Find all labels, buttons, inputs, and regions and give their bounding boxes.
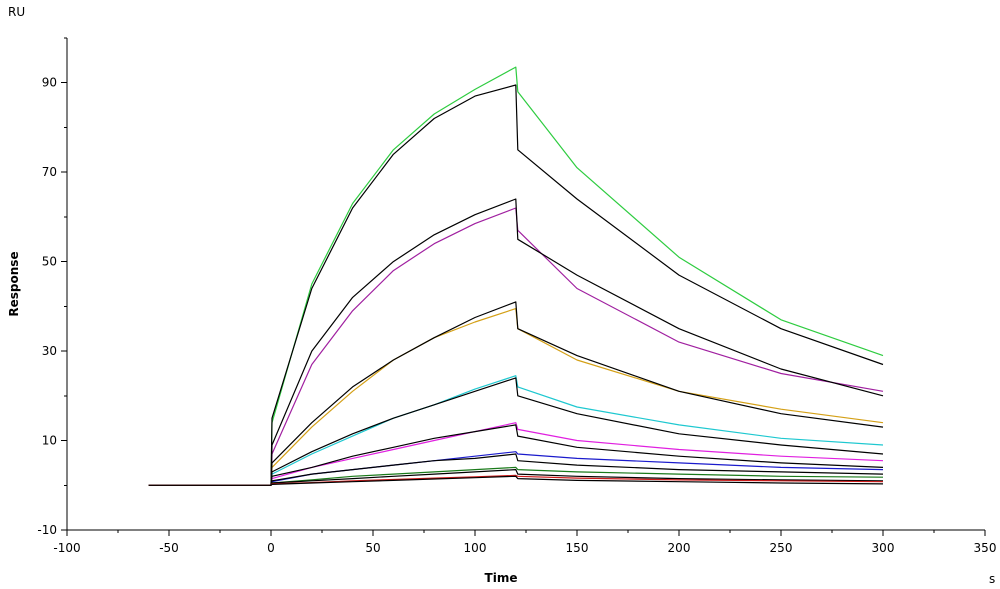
series-line (148, 422, 884, 486)
x-tick-label: 100 (464, 541, 487, 555)
x-unit-label: s (989, 572, 995, 586)
y-tick-label: 10 (42, 434, 57, 448)
series-line (148, 66, 884, 486)
series-line (148, 84, 884, 486)
x-tick-label: 200 (668, 541, 691, 555)
series-layer (148, 66, 884, 486)
x-tick-label: 250 (770, 541, 793, 555)
y-tick-label: 70 (42, 165, 57, 179)
series-line (148, 475, 884, 486)
series-line (148, 301, 884, 486)
y-unit-label: RU (8, 5, 25, 19)
y-tick-label: 90 (42, 76, 57, 90)
y-ticks: -10 10 30 50 70 90 (37, 37, 67, 537)
series-line (148, 375, 884, 486)
y-tick-label: -10 (37, 523, 57, 537)
x-axis-title: Time (485, 571, 518, 585)
series-line (148, 308, 884, 486)
series-line (148, 469, 884, 486)
axes-layer (66, 38, 985, 531)
series-line (148, 424, 884, 486)
x-tick-label: 150 (566, 541, 589, 555)
x-tick-label: -50 (159, 541, 179, 555)
series-line (148, 451, 884, 486)
x-tick-label: -100 (53, 541, 80, 555)
x-tick-label: 300 (872, 541, 895, 555)
x-tick-label: 0 (267, 541, 275, 555)
y-tick-label: 50 (42, 255, 57, 269)
series-line (148, 377, 884, 486)
x-ticks: -100 -50 0 50 100 150 200 250 300 350 (53, 530, 996, 555)
y-tick-label: 30 (42, 344, 57, 358)
series-line (148, 453, 884, 486)
x-tick-label: 50 (365, 541, 380, 555)
series-line (148, 207, 884, 486)
y-axis-title: Response (7, 251, 21, 316)
series-line (148, 198, 884, 486)
x-tick-label: 350 (974, 541, 997, 555)
